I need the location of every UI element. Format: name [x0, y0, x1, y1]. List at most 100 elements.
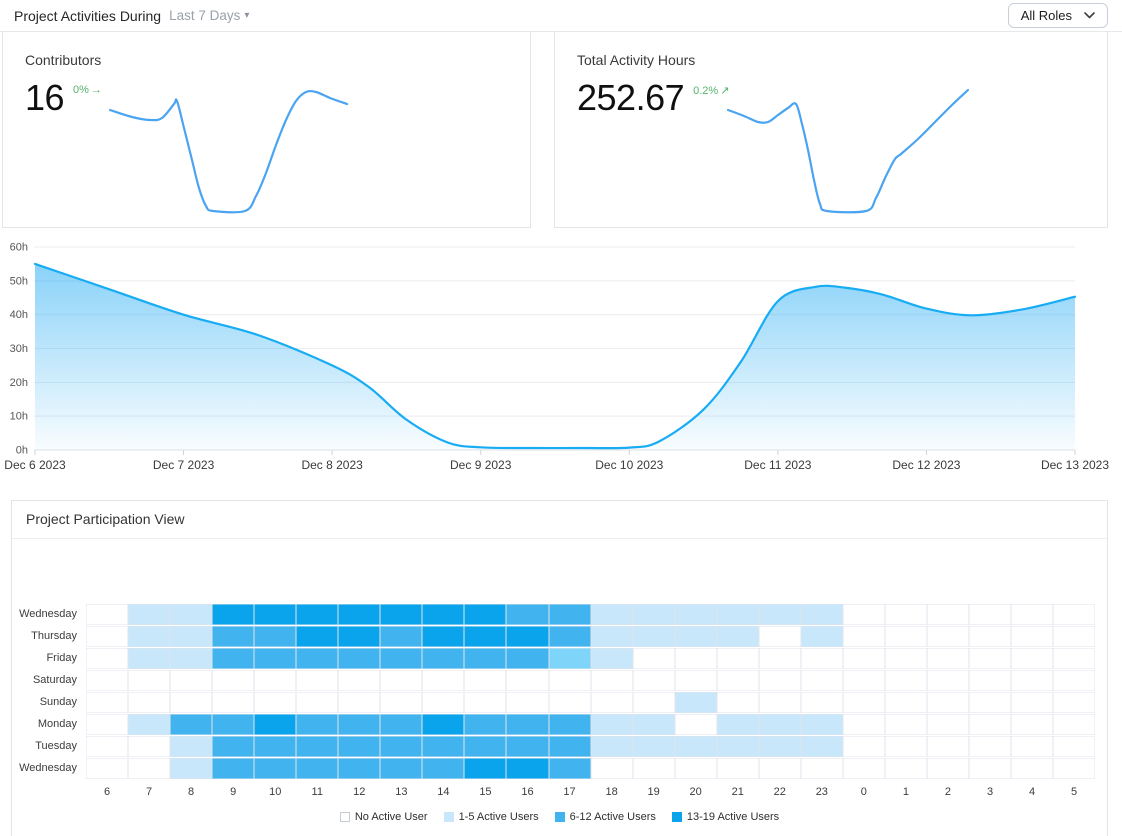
heatmap-cell [590, 692, 633, 713]
heatmap-cell [632, 670, 675, 691]
contributors-value: 16 [25, 77, 65, 118]
heatmap-cell [1053, 670, 1096, 691]
heatmap-cell [926, 736, 969, 757]
heatmap-cell [170, 626, 213, 647]
total-activity-hours-card: Total Activity Hours 252.67 0.2% ↗ [554, 32, 1108, 228]
heatmap-cell [464, 714, 507, 735]
heatmap-cell [926, 670, 969, 691]
heatmap-cell [1053, 604, 1096, 625]
heatmap-cell [380, 714, 423, 735]
legend-item: No Active User [339, 811, 428, 823]
heatmap-cell [380, 604, 423, 625]
heatmap-cell [716, 758, 759, 779]
contributors-sparkline-chart [109, 89, 349, 214]
caret-down-icon: ▾ [244, 10, 250, 21]
heatmap-cell [380, 736, 423, 757]
heatmap-cell [296, 758, 339, 779]
heatmap-cell [464, 604, 507, 625]
heatmap-cell [296, 736, 339, 757]
heatmap-cell [128, 670, 171, 691]
heatmap-day-label: Wednesday [19, 608, 77, 620]
heatmap-day-label: Saturday [32, 674, 77, 686]
heatmap-cell [1011, 670, 1054, 691]
heatmap-cell [212, 692, 255, 713]
heatmap-cell [758, 604, 801, 625]
heatmap-cell [716, 604, 759, 625]
heatmap-cell [1011, 758, 1054, 779]
heatmap-cell [758, 714, 801, 735]
heatmap-cell [296, 626, 339, 647]
heatmap-cell [338, 758, 381, 779]
legend-item-label: 6-12 Active Users [569, 811, 656, 823]
heatmap-cell [590, 736, 633, 757]
heatmap-cell [632, 604, 675, 625]
heatmap-cell [254, 604, 297, 625]
heatmap-cell [968, 604, 1012, 625]
heatmap-cell [1053, 736, 1096, 757]
heatmap-cell [548, 648, 591, 669]
heatmap-cell [128, 626, 171, 647]
heatmap-cell [968, 670, 1012, 691]
x-axis-tick-label: Dec 12 2023 [892, 458, 960, 472]
heatmap-cell [338, 670, 381, 691]
heatmap-cell [464, 692, 507, 713]
date-range-dropdown[interactable]: Last 7 Days ▾ [169, 8, 249, 23]
heatmap-cell [716, 736, 759, 757]
heatmap-cell [842, 714, 885, 735]
heatmap-cell [884, 626, 927, 647]
heatmap-cell [422, 736, 465, 757]
heatmap-cell [86, 736, 129, 757]
heatmap-cell [968, 692, 1012, 713]
heatmap-cell [212, 758, 255, 779]
heatmap-cell [926, 758, 969, 779]
heatmap-cell [506, 626, 549, 647]
heatmap-cell [380, 692, 423, 713]
heatmap-cell [548, 714, 591, 735]
heatmap-cell [758, 626, 801, 647]
heatmap-cell [842, 736, 885, 757]
heatmap-hour-label: 2 [944, 786, 952, 798]
heatmap-cell [212, 648, 255, 669]
heatmap-hour-label: 12 [353, 786, 366, 798]
heatmap-cell [674, 604, 717, 625]
heatmap-cell [800, 670, 843, 691]
heatmap-row: Wednesday [12, 758, 1107, 779]
heatmap-cell [632, 626, 675, 647]
heatmap-cell [128, 714, 171, 735]
heatmap-cell [1011, 626, 1054, 647]
roles-filter-dropdown[interactable]: All Roles [1007, 3, 1108, 28]
area-fill [35, 263, 1075, 450]
heatmap-hour-label: 14 [437, 786, 450, 798]
heatmap-cell [170, 670, 213, 691]
heatmap-cell [380, 758, 423, 779]
heatmap-hour-label: 17 [563, 786, 576, 798]
heatmap-day-label: Thursday [31, 630, 77, 642]
heatmap-hour-label: 20 [689, 786, 702, 798]
heatmap-day-label: Wednesday [19, 762, 77, 774]
heatmap-cell [506, 714, 549, 735]
heatmap-cell [758, 648, 801, 669]
heatmap-cell [1053, 692, 1096, 713]
heatmap-cell [86, 758, 129, 779]
heatmap-cell [590, 626, 633, 647]
heatmap-cell [128, 648, 171, 669]
heatmap-cell [296, 714, 339, 735]
heatmap-row: Monday [12, 714, 1107, 735]
legend-swatch [443, 812, 454, 822]
heatmap-cell [632, 692, 675, 713]
heatmap-cell [86, 648, 129, 669]
y-axis-tick-label: 20h [10, 377, 28, 389]
heatmap-cell [422, 670, 465, 691]
heatmap-cell [548, 626, 591, 647]
heatmap-cell [422, 758, 465, 779]
participation-panel: Project Participation View Wednesday Thur… [11, 500, 1108, 836]
heatmap-cell [338, 692, 381, 713]
heatmap-cell [506, 736, 549, 757]
heatmap-cell [674, 648, 717, 669]
y-axis-tick-label: 10h [10, 411, 28, 423]
heatmap-cell [674, 758, 717, 779]
heatmap-hour-label: 9 [230, 786, 237, 798]
heatmap-cell [464, 648, 507, 669]
heatmap-cell [296, 692, 339, 713]
heatmap-cell [128, 758, 171, 779]
